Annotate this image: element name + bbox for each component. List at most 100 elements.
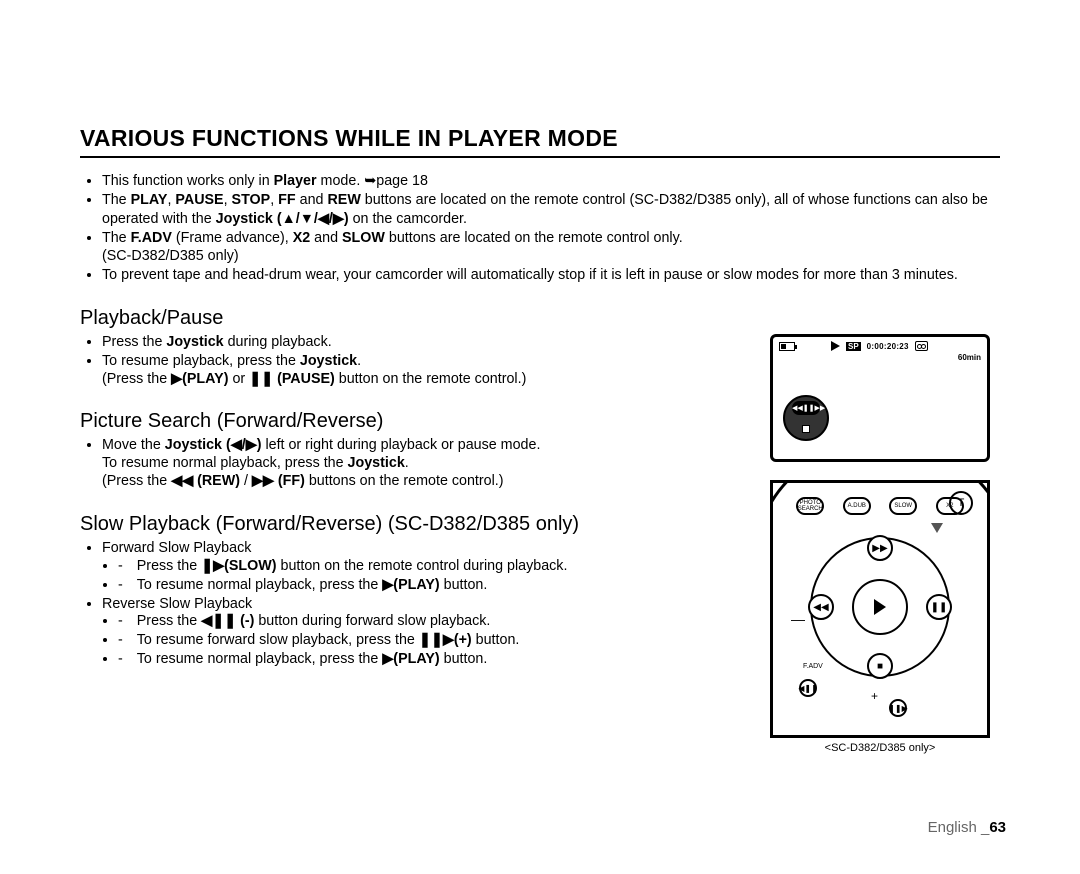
rew-button-label: ◀◀ (REW): [171, 473, 240, 489]
frame-fwd-button: ❚❚▶: [889, 699, 907, 717]
sub-item: To resume forward slow playback, press t…: [118, 632, 740, 650]
joystick-label: Joystick: [216, 211, 273, 227]
btn-label: FF: [278, 192, 295, 208]
btn-label: SLOW: [342, 230, 385, 246]
text: To resume forward slow playback, press t…: [137, 632, 419, 648]
section-heading-playback: Playback/Pause: [80, 307, 1000, 330]
btn-label: F.ADV: [131, 230, 172, 246]
search-list: Move the Joystick (◀/▶) left or right du…: [80, 437, 740, 491]
slow-button: SLOW: [889, 497, 917, 515]
forward-slow-label: Forward Slow Playback: [102, 540, 251, 556]
page-number: 63: [989, 819, 1006, 836]
btn-label: X2: [293, 230, 311, 246]
remote-caption: <SC-D382/D385 only>: [770, 742, 990, 754]
rew-button: ◀◀: [808, 594, 834, 620]
sub-item: To resume normal playback, press the ▶(P…: [118, 651, 740, 669]
adub-button: A.DUB: [843, 497, 871, 515]
play-button: [852, 579, 908, 635]
text: buttons on the remote control.): [305, 473, 504, 489]
text: .: [357, 353, 361, 369]
text: To resume normal playback, press the: [137, 577, 383, 593]
frame-back-button: ◀❚❚: [799, 679, 817, 697]
text: mode. ➥page 18: [317, 173, 428, 189]
joystick-label: Joystick (◀/▶): [165, 437, 262, 453]
list-item: Forward Slow Playback Press the ❚▶(SLOW)…: [102, 540, 740, 595]
text: Press the: [102, 334, 166, 350]
playback-list: Press the Joystick during playback. To r…: [80, 334, 740, 389]
direction-symbols: (▲/▼/◀/▶): [273, 211, 349, 227]
reverse-slow-label: Reverse Slow Playback: [102, 596, 252, 612]
text: The: [102, 192, 131, 208]
intro-item: To prevent tape and head-drum wear, your…: [102, 266, 1000, 284]
play-button-label: ▶(PLAY): [171, 371, 228, 387]
sp-indicator: SP: [846, 342, 861, 351]
timecode: 0:00:20:23: [867, 342, 909, 351]
play-icon: [874, 599, 886, 615]
text: Move the: [102, 437, 165, 453]
joystick-label: Joystick: [300, 353, 357, 369]
plus-label: +: [871, 689, 878, 703]
text: buttons are located on the remote contro…: [385, 230, 683, 246]
remote-illustration: T PHOTO SEARCH A.DUB SLOW X2 ▶▶ ■ ◀◀ ❚❚ …: [770, 480, 990, 738]
btn-label: STOP: [232, 192, 271, 208]
sub-item: Press the ◀❚❚ (-) button during forward …: [118, 613, 740, 631]
pause-button-label: ❚❚ (PAUSE): [249, 371, 335, 387]
intro-list: This function works only in Player mode.…: [80, 172, 1000, 285]
x2-button: X2: [936, 497, 964, 515]
text: on the camcorder.: [349, 211, 467, 227]
minus-label: —: [791, 611, 805, 627]
text: or: [228, 371, 249, 387]
text: To resume normal playback, press the: [137, 651, 383, 667]
text: button.: [440, 577, 488, 593]
text: To resume playback, press the: [102, 353, 300, 369]
text: and: [296, 192, 328, 208]
text: button.: [440, 651, 488, 667]
text: and: [310, 230, 342, 246]
page-footer: English _63: [928, 819, 1006, 836]
text: (Press the: [102, 473, 171, 489]
play-button-label: ▶(PLAY): [382, 651, 439, 667]
joystick-label: Joystick: [348, 455, 405, 471]
pause-icon: ❚❚: [803, 405, 815, 412]
text: To resume normal playback, press the: [102, 455, 348, 471]
ff-button: ▶▶: [867, 535, 893, 561]
minutes-remaining: 60min: [958, 353, 981, 362]
slow-button-label: ❚▶(SLOW): [201, 558, 276, 574]
photo-search-button: PHOTO SEARCH: [796, 497, 824, 515]
cassette-icon: [915, 341, 928, 351]
list-item: Reverse Slow Playback Press the ◀❚❚ (-) …: [102, 596, 740, 669]
lcd-screen-illustration: SP 0:00:20:23 60min ◀◀ ❚❚ ▶▶: [770, 334, 990, 462]
text: Press the: [137, 613, 201, 629]
text: during playback.: [224, 334, 332, 350]
sub-item: Press the ❚▶(SLOW) button on the remote …: [118, 558, 740, 576]
battery-icon: [779, 342, 795, 351]
plus-button-label: ❚❚▶(+): [419, 632, 472, 648]
stop-icon: [802, 425, 810, 433]
list-item: Move the Joystick (◀/▶) left or right du…: [102, 437, 740, 491]
intro-item: This function works only in Player mode.…: [102, 172, 1000, 190]
play-button-label: ▶(PLAY): [382, 577, 439, 593]
text: .: [405, 455, 409, 471]
text: button on the remote control.): [335, 371, 527, 387]
sub-item: To resume normal playback, press the ▶(P…: [118, 577, 740, 595]
intro-item: The PLAY, PAUSE, STOP, FF and REW button…: [102, 191, 1000, 228]
ff-icon: ▶▶: [815, 405, 826, 412]
language-label: English: [928, 819, 981, 836]
control-dial-icon: ◀◀ ❚❚ ▶▶: [783, 395, 829, 441]
text: button.: [472, 632, 520, 648]
btn-label: REW: [327, 192, 360, 208]
ff-button-label: ▶▶ (FF): [252, 473, 305, 489]
text: (Frame advance),: [172, 230, 293, 246]
play-icon: [831, 341, 840, 351]
slow-list: Forward Slow Playback Press the ❚▶(SLOW)…: [80, 540, 740, 669]
text: left or right during playback or pause m…: [261, 437, 540, 453]
pause-button: ❚❚: [926, 594, 952, 620]
text: The: [102, 230, 131, 246]
callout-arrow-icon: [931, 523, 943, 533]
joystick-label: Joystick: [166, 334, 223, 350]
mode-name: Player: [274, 173, 317, 189]
text: button during forward slow playback.: [254, 613, 490, 629]
btn-label: PLAY: [131, 192, 168, 208]
text: button on the remote control during play…: [277, 558, 568, 574]
text: (Press the: [102, 371, 171, 387]
